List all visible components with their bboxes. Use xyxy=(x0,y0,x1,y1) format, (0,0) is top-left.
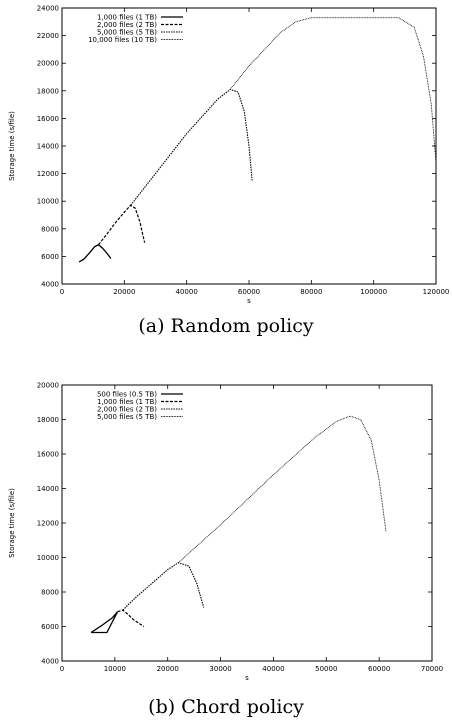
x-tick-label: 100000 xyxy=(360,288,387,296)
y-tick-label: 14000 xyxy=(37,143,59,151)
x-tick-label: 20000 xyxy=(157,665,179,673)
x-axis-label: s xyxy=(247,297,251,305)
legend-entry-label: 5,000 files (5 TB) xyxy=(97,28,157,36)
x-tick-label: 0 xyxy=(60,288,64,296)
x-tick-label: 30000 xyxy=(209,665,231,673)
y-tick-label: 24000 xyxy=(37,5,59,13)
legend-entry-label: 5,000 files (5 TB) xyxy=(97,413,157,421)
x-tick-label: 40000 xyxy=(262,665,284,673)
y-tick-label: 20000 xyxy=(37,60,59,68)
y-tick-label: 8000 xyxy=(41,225,59,233)
y-tick-label: 6000 xyxy=(41,253,59,261)
legend-entry-label: 2,000 files (2 TB) xyxy=(97,405,157,413)
y-tick-label: 16000 xyxy=(37,451,59,459)
y-tick-label: 8000 xyxy=(41,589,59,597)
y-tick-label: 12000 xyxy=(37,170,59,178)
y-tick-label: 4000 xyxy=(41,281,59,289)
x-tick-label: 0 xyxy=(60,665,64,673)
x-tick-label: 80000 xyxy=(300,288,322,296)
series-line-4 xyxy=(229,17,437,163)
y-tick-label: 12000 xyxy=(37,520,59,528)
y-tick-label: 6000 xyxy=(41,623,59,631)
plot-frame xyxy=(61,384,433,662)
x-tick-label: 40000 xyxy=(176,288,198,296)
y-tick-label: 18000 xyxy=(37,87,59,95)
series-line-3 xyxy=(122,562,205,611)
x-tick-label: 10000 xyxy=(104,665,126,673)
random-policy-chart: 0 20000 40000 60000 80000 100000 120000 4000 600… xyxy=(8,5,450,306)
y-tick-label: 20000 xyxy=(37,382,59,390)
y-axis-label: Storage time (s/file) xyxy=(8,488,16,558)
plot-frame xyxy=(61,7,437,285)
x-tick-label: 120000 xyxy=(423,288,450,296)
legend-entry-label: 500 files (0.5 TB) xyxy=(97,390,157,398)
legend-entry-label: 2,000 files (2 TB) xyxy=(97,21,157,29)
y-tick-label: 18000 xyxy=(37,416,59,424)
legend-entry-label: 10,000 files (10 TB) xyxy=(88,36,157,44)
y-tick-label: 10000 xyxy=(37,198,59,206)
y-tick-label: 10000 xyxy=(37,554,59,562)
y-axis-label: Storage time (s/file) xyxy=(8,111,16,181)
x-tick-label: 60000 xyxy=(238,288,260,296)
series-line-1 xyxy=(90,611,119,634)
y-tick-label: 22000 xyxy=(37,32,59,40)
x-tick-label: 20000 xyxy=(113,288,135,296)
chord-policy-chart: 0 10000 20000 30000 40000 50000 60000 70000 4000… xyxy=(8,382,443,682)
series-line-2 xyxy=(117,609,145,628)
y-tick-label: 4000 xyxy=(41,658,59,666)
caption-chord-policy: (b) Chord policy xyxy=(148,696,304,718)
series-line-3 xyxy=(130,88,253,206)
series-line-1 xyxy=(78,243,112,263)
caption-random-policy: (a) Random policy xyxy=(138,315,314,337)
x-tick-label: 50000 xyxy=(315,665,337,673)
x-tick-label: 60000 xyxy=(368,665,390,673)
x-axis-label: s xyxy=(245,674,249,682)
y-tick-label: 16000 xyxy=(37,115,59,123)
legend-entry-label: 1,000 files (1 TB) xyxy=(97,13,157,21)
series-line-2 xyxy=(98,204,146,246)
y-tick-label: 14000 xyxy=(37,485,59,493)
x-tick-label: 70000 xyxy=(421,665,443,673)
series-line-4 xyxy=(177,415,387,564)
legend-entry-label: 1,000 files (1 TB) xyxy=(97,398,157,406)
